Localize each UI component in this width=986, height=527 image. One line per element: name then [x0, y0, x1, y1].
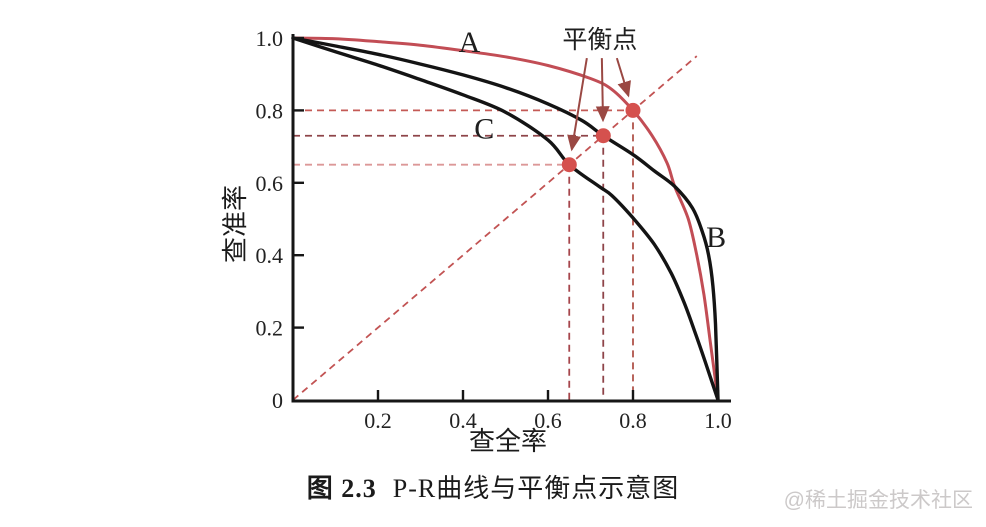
y-tick-label: 1.0 [256, 26, 284, 51]
watermark: @稀土掘金技术社区 [783, 489, 973, 512]
pr-curve-chart: ABC 0.2 0.4 0.6 0.8 1.000.20.40.60.81.0 平衡点 … [221, 26, 732, 456]
figure-caption: 图 2.3 P-R曲线与平衡点示意图 [0, 468, 986, 505]
axes-layer: 0.2 0.4 0.6 0.8 1.0 0 0.2 0.4 0.6 0.8 1.0 [256, 26, 732, 433]
x-tick-label: 0.8 [619, 408, 647, 433]
bep-arrow-B [595, 58, 610, 123]
bep-arrow-A [615, 57, 631, 98]
x-tick-label: 1.0 [704, 408, 732, 433]
y-tick-label: 0.6 [256, 171, 284, 196]
y-axis-label: 查准率 [221, 185, 250, 263]
pr-curve-C [291, 36, 720, 402]
bep-dot-C [561, 157, 577, 173]
pr-curve-A [291, 36, 720, 402]
annotation-layer: 平衡点 [562, 26, 637, 152]
caption-number: 图 2.3 [306, 474, 377, 503]
bep-dots-layer [561, 102, 641, 173]
x-tick-label: 0.2 [364, 408, 392, 433]
curve-label-A: A [459, 26, 481, 59]
x-tick-label: 0.6 [534, 408, 562, 433]
y-tick-label: 0.2 [256, 316, 284, 341]
guide-lines-layer [292, 55, 698, 401]
bep-dot-A [625, 102, 641, 118]
curve-label-B: B [706, 221, 726, 254]
x-tick-label: 0.4 [449, 408, 477, 433]
bep-arrow-C [567, 57, 588, 152]
bep-annotation-label: 平衡点 [562, 26, 637, 54]
curves-layer: A B C [291, 26, 726, 402]
y-tick-label: 0.4 [256, 243, 284, 268]
diagonal-reference-line [292, 55, 698, 401]
y-tick-label: 0 [272, 388, 283, 413]
y-tick-label: 0.8 [256, 98, 284, 123]
pr-curve-B [291, 36, 720, 402]
curve-label-C: C [474, 113, 494, 146]
x-axis-label: 查全率 [469, 427, 547, 456]
bep-dot-B [595, 128, 611, 144]
caption-title: P-R曲线与平衡点示意图 [392, 474, 680, 503]
